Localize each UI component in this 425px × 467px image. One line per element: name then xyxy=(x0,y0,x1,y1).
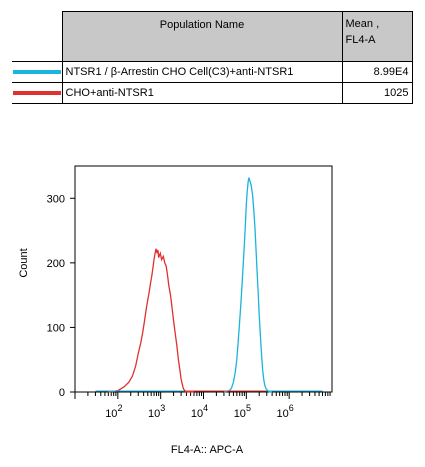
x-tick-label: 102 xyxy=(105,403,122,420)
x-tick-exponent: 2 xyxy=(117,403,122,413)
x-tick-exponent: 3 xyxy=(160,403,165,413)
legend-name-cho: CHO+anti-NTSR1 xyxy=(62,82,343,104)
x-tick-base: 10 xyxy=(191,408,203,420)
series-line-1 xyxy=(223,177,273,393)
x-tick-label: 106 xyxy=(277,403,294,420)
y-tick-label: 100 xyxy=(47,322,65,334)
x-tick-exponent: 6 xyxy=(289,403,294,413)
y-axis-label: Count xyxy=(18,248,30,277)
legend-header-blank xyxy=(12,11,63,62)
legend-header-row: Population Name Mean , FL4-A xyxy=(12,11,413,62)
y-tick-label: 200 xyxy=(47,258,65,270)
y-tick-label: 300 xyxy=(47,193,65,205)
plot-frame xyxy=(74,165,333,393)
mean-header: Mean , FL4-A xyxy=(341,11,413,62)
legend-row-ntsr1: NTSR1 / β-Arrestin CHO Cell(C3)+anti-NTS… xyxy=(12,61,413,83)
x-tick-exponent: 4 xyxy=(203,403,208,413)
x-axis-label: FL4-A:: APC-A xyxy=(171,444,244,456)
x-tick-base: 10 xyxy=(148,408,160,420)
legend-mean-ntsr1: 8.99E4 xyxy=(341,61,413,83)
x-tick-label: 105 xyxy=(234,403,251,420)
legend-swatch-cho xyxy=(12,82,63,104)
legend-swatch-ntsr1 xyxy=(12,61,63,83)
mean-header-line2: FL4-A xyxy=(345,34,376,46)
population-name-header: Population Name xyxy=(61,11,343,62)
chart-series xyxy=(95,177,323,393)
x-tick-label: 104 xyxy=(191,403,208,420)
legend-name-ntsr1: NTSR1 / β-Arrestin CHO Cell(C3)+anti-NTS… xyxy=(62,61,343,83)
legend-mean-cho: 1025 xyxy=(341,82,413,104)
population-legend-table: Population Name Mean , FL4-A NTSR1 / β-A… xyxy=(12,11,413,104)
x-tick-base: 10 xyxy=(277,408,289,420)
y-tick-label: 0 xyxy=(59,387,65,399)
x-tick-exponent: 5 xyxy=(246,403,251,413)
mean-header-line1: Mean , xyxy=(345,18,380,30)
x-tick-label: 103 xyxy=(148,403,165,420)
x-tick-base: 10 xyxy=(105,408,117,420)
legend-row-cho: CHO+anti-NTSR1 1025 xyxy=(12,82,413,104)
chart-axes xyxy=(74,165,333,393)
x-tick-base: 10 xyxy=(234,408,246,420)
series-line-0 xyxy=(108,248,194,393)
